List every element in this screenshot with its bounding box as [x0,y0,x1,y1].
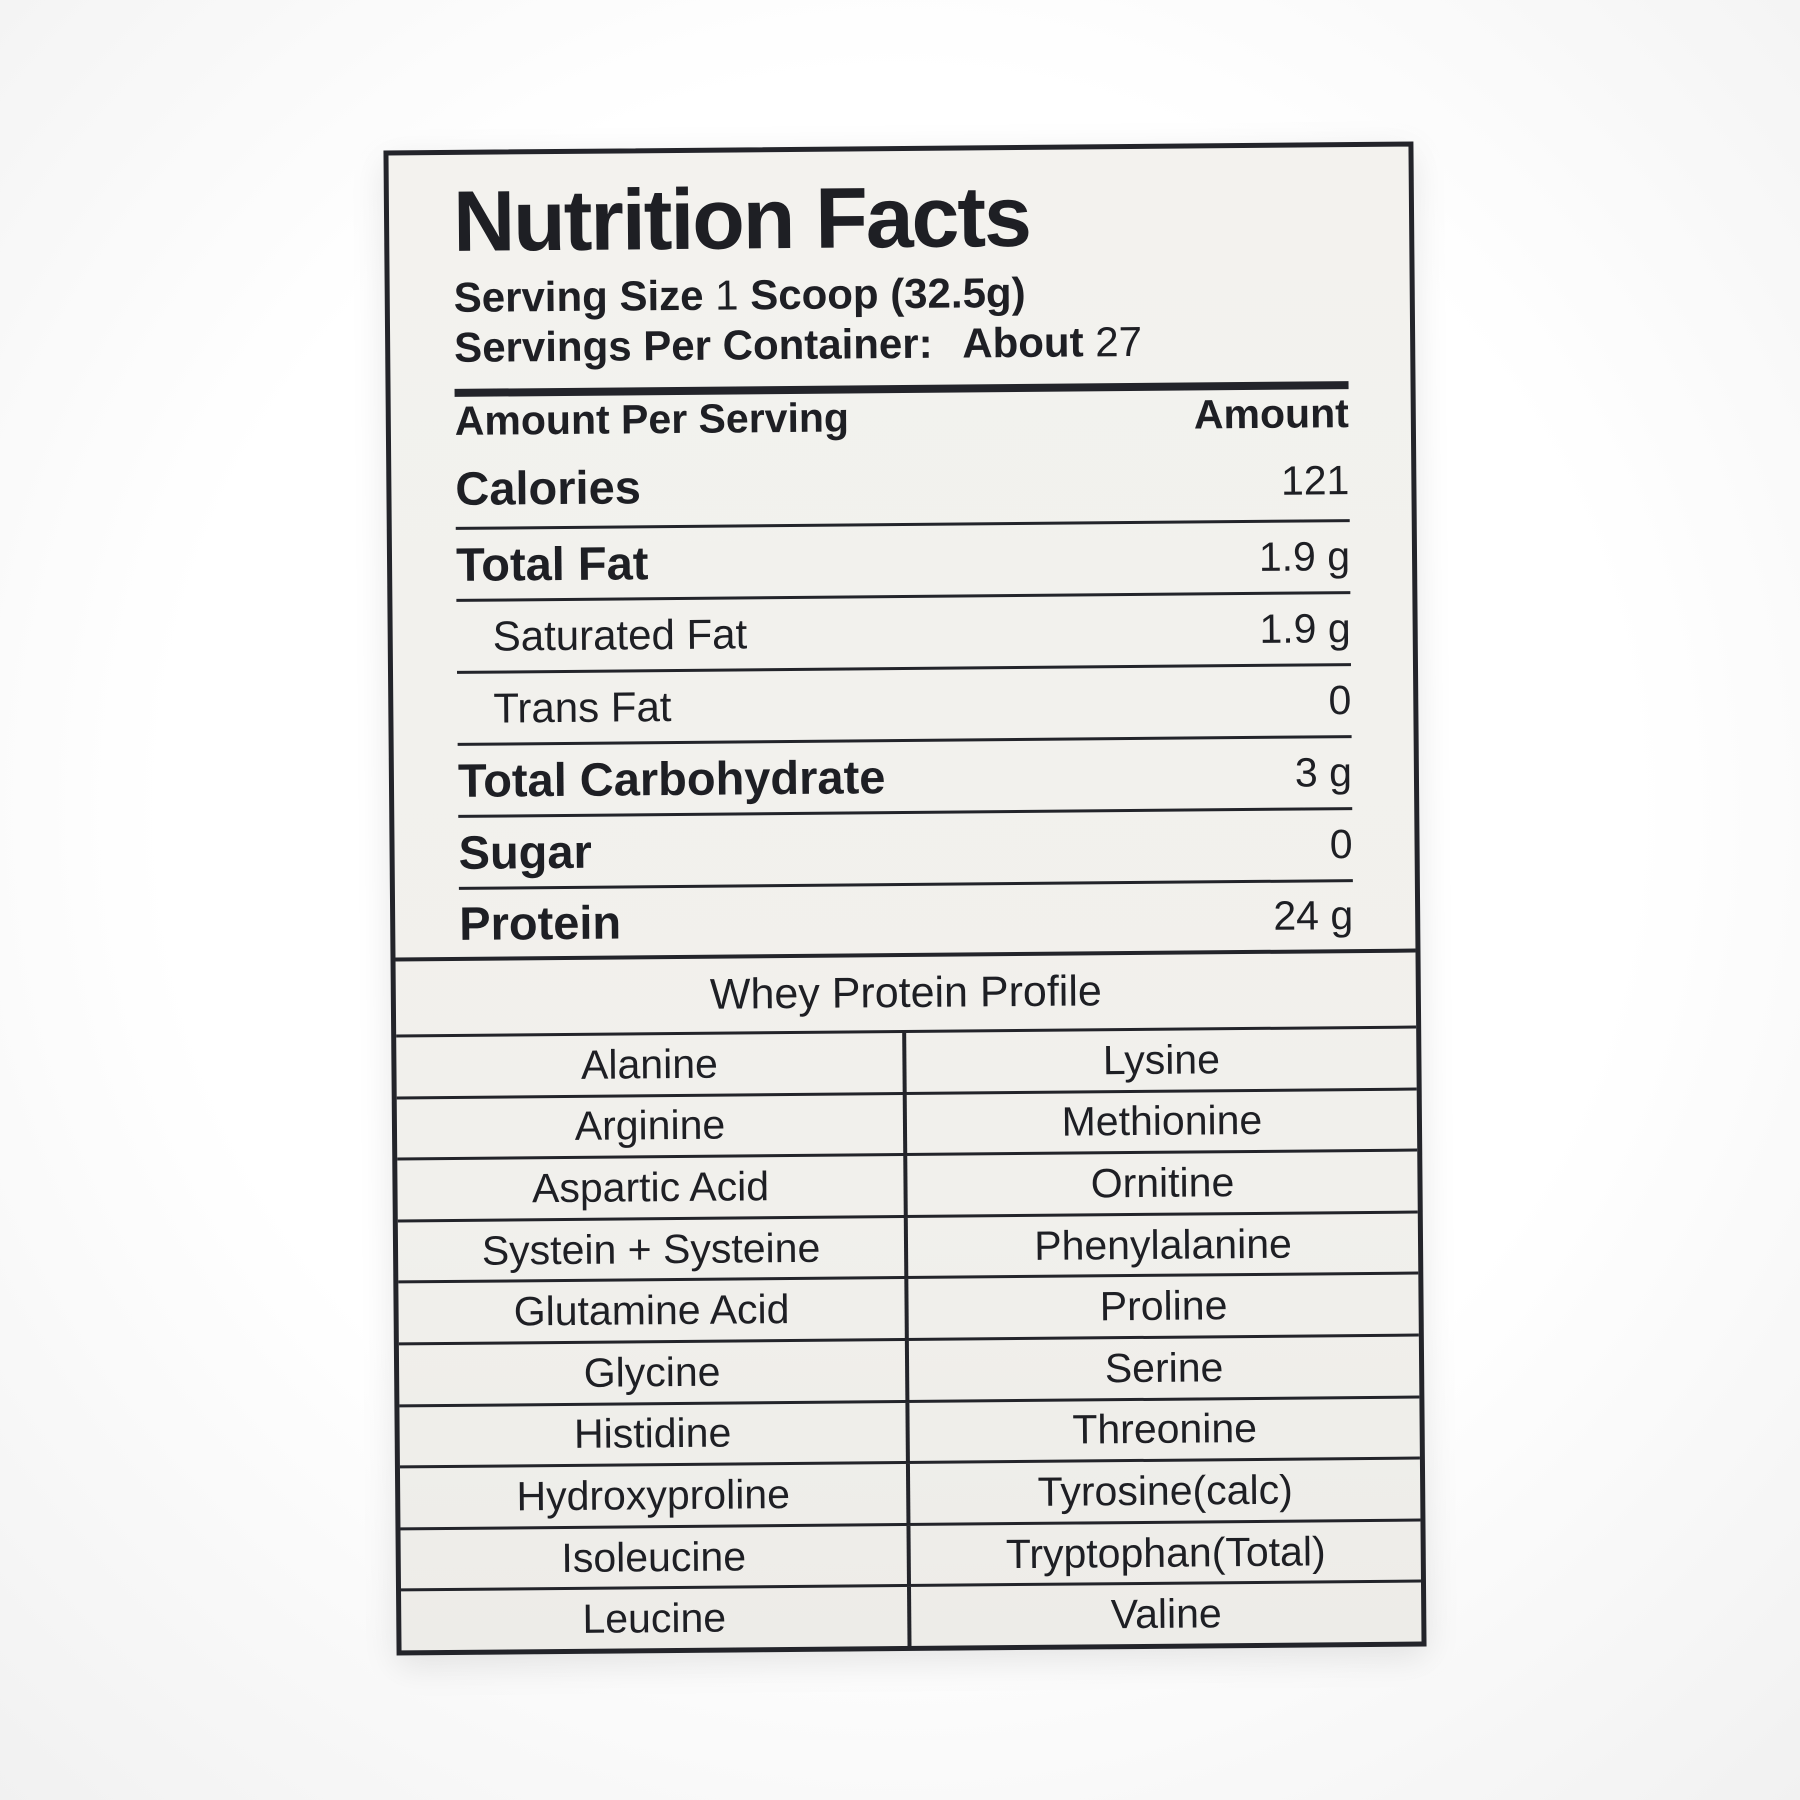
profile-cell-right: Threonine [1072,1405,1258,1453]
profile-cell-right: Methionine [1061,1097,1263,1146]
servings-per-container-label: Servings Per Container: [453,319,933,371]
profile-cell-right: Phenylalanine [1034,1220,1293,1269]
nutrient-value: 24 g [1273,892,1354,939]
profile-title: Whey Protein Profile [395,952,1417,1038]
profile-row: Histidine Threonine [399,1398,1420,1469]
nutrient-value: 0 [1329,821,1353,868]
nutrient-name: Total Fat [455,536,649,591]
profile-row: Systein + Systeine Phenylalanine [397,1213,1419,1284]
nutrient-value: 3 g [1294,749,1353,796]
profile-cell-right: Tyrosine(calc) [1037,1466,1293,1515]
nutrient-row-sugar: Sugar 0 [458,810,1353,890]
nutrient-name: Total Carbohydrate [457,750,886,807]
nutrient-value: 1.9 g [1258,533,1351,580]
profile-cell-left: Glycine [398,1340,910,1404]
profile-cell-left: Glutamine Acid [398,1279,909,1343]
nutrient-row-total-fat: Total Fat 1.9 g [455,522,1351,602]
profile-cell-left: Leucine [401,1587,912,1651]
nutrient-value: 0 [1328,677,1352,724]
profile-cell-right: Lysine [1102,1036,1221,1084]
label-title: Nutrition Facts [452,168,1031,270]
servings-per-container-line: Servings Per Container: About 27 [454,315,1348,373]
label-top-section: Nutrition Facts Serving Size 1 Scoop (32… [388,147,1415,958]
nutrient-row-protein: Protein 24 g [459,882,1354,957]
nutrient-row-saturated-fat: Saturated Fat 1.9 g [456,594,1351,674]
column-header-row: Amount Per Serving Amount [455,389,1349,449]
profile-cell-right: Valine [1110,1590,1222,1638]
nutrient-value: 121 [1280,456,1350,504]
profile-row: Isoleucine Tryptophan(Total) [400,1521,1421,1592]
profile-row: Hydroxyproline Tyrosine(calc) [399,1459,1421,1531]
nutrient-row-calories: Calories 121 [455,441,1350,530]
profile-cell-left: Aspartic Acid [397,1156,908,1220]
profile-row: Leucine Valine [401,1583,1421,1651]
serving-size-label: Serving Size [453,271,704,321]
profile-cell-right: Ornitine [1090,1159,1235,1207]
profile-row: Glycine Serine [398,1336,1420,1407]
nutrient-name: Calories [455,459,642,515]
profile-cell-right: Proline [1099,1282,1228,1330]
nutrition-facts-label: Nutrition Facts Serving Size 1 Scoop (32… [383,141,1427,1656]
servings-approx-label: About [962,318,1084,367]
nutrient-name: Protein [458,895,622,950]
nutrient-value: 1.9 g [1259,605,1351,652]
profile-cell-left: Isoleucine [400,1525,911,1589]
serving-size-unit: Scoop (32.5g) [749,268,1026,319]
nutrient-row-trans-fat: Trans Fat 0 [457,666,1352,746]
profile-cell-left: Histidine [399,1402,910,1466]
profile-cell-left: Hydroxyproline [399,1464,911,1528]
nutrient-name: Sugar [458,824,593,879]
serving-size-qty: 1 [714,271,739,319]
profile-row: Glutamine Acid Proline [398,1274,1419,1346]
profile-cell-left: Arginine [396,1094,908,1158]
amount-per-serving-header: Amount Per Serving [454,394,850,444]
serving-size-line: Serving Size 1 Scoop (32.5g) [454,265,1348,323]
nutrient-row-total-carbohydrate: Total Carbohydrate 3 g [457,738,1353,818]
profile-cell-left: Systein + Systeine [397,1217,909,1281]
nutrient-name: Saturated Fat [492,609,748,660]
profile-grid: Alanine Lysine Arginine Methionine Aspar… [396,1028,1421,1651]
amount-column-header: Amount [1193,390,1349,438]
nutrient-name: Trans Fat [493,682,672,732]
profile-cell-right: Tryptophan(Total) [1005,1527,1326,1577]
profile-row: Aspartic Acid Ornitine [397,1151,1418,1223]
profile-row: Arginine Methionine [396,1090,1418,1161]
servings-per-container-value: 27 [1095,317,1143,366]
profile-row: Alanine Lysine [396,1028,1417,1100]
profile-table: Whey Protein Profile Alanine Lysine Argi… [395,948,1422,1651]
profile-cell-right: Serine [1104,1344,1224,1392]
profile-cell-left: Alanine [396,1032,907,1097]
